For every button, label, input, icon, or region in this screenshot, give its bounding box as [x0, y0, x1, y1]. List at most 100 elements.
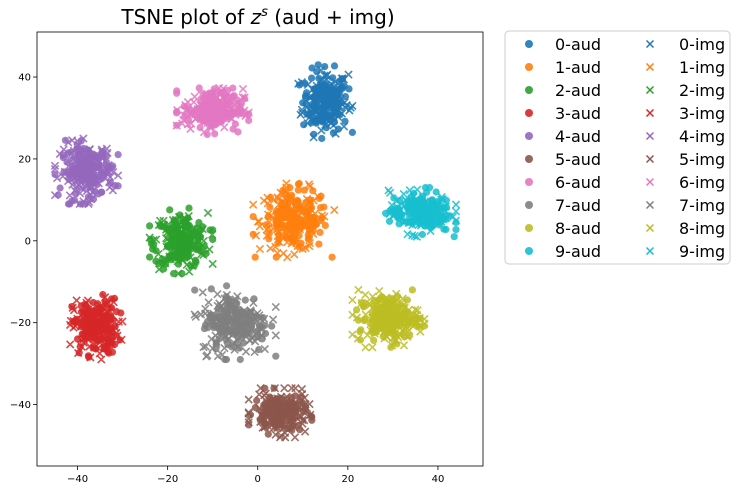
point-1-img	[330, 205, 339, 215]
point-4-img	[75, 148, 84, 157]
x-tick-label: 40	[432, 474, 445, 485]
point-2-aud	[146, 222, 154, 230]
point-5-img	[287, 384, 296, 393]
point-4-img	[92, 153, 101, 163]
point-6-aud	[200, 94, 208, 102]
point-1-img	[249, 200, 258, 209]
legend-marker-x	[645, 85, 655, 95]
point-6-img	[206, 124, 216, 133]
point-7-img	[243, 330, 252, 340]
point-8-aud	[389, 308, 397, 316]
point-0-img	[298, 108, 307, 117]
point-9-img	[451, 207, 461, 216]
point-6-img	[203, 115, 212, 125]
point-7-img	[236, 326, 245, 336]
point-7-img	[246, 336, 255, 345]
point-3-img	[71, 322, 80, 331]
point-0-aud	[308, 74, 316, 82]
point-7-aud	[207, 285, 215, 293]
legend-label: 9-aud	[555, 242, 601, 261]
point-6-aud	[195, 84, 203, 92]
point-8-aud	[408, 286, 416, 294]
legend-item-5-img: 5-img	[645, 150, 725, 169]
point-4-img	[58, 172, 67, 181]
point-8-aud	[408, 318, 416, 326]
legend-item-1-aud: 1-aud	[525, 58, 601, 77]
point-3-aud	[100, 345, 108, 353]
point-7-aud	[224, 341, 232, 349]
point-5-aud	[258, 411, 266, 419]
point-1-aud	[295, 179, 303, 188]
point-7-img	[201, 304, 210, 314]
legend-marker-x	[645, 39, 655, 49]
legend-marker-x	[645, 200, 655, 210]
cluster-9	[382, 184, 461, 241]
point-3-aud	[103, 300, 111, 308]
point-4-aud	[89, 172, 98, 180]
point-7-aud	[246, 316, 254, 324]
point-7-aud	[223, 282, 231, 290]
legend-label: 7-img	[679, 196, 725, 215]
point-9-aud	[422, 207, 431, 215]
point-1-aud	[265, 235, 273, 243]
point-7-aud	[240, 339, 248, 347]
point-5-img	[273, 404, 282, 414]
point-4-img	[97, 147, 106, 156]
point-8-img	[380, 334, 389, 343]
point-5-img	[278, 424, 288, 433]
point-2-aud	[176, 211, 184, 219]
point-9-aud	[452, 226, 460, 234]
point-0-aud	[302, 100, 310, 108]
point-9-aud	[452, 218, 460, 227]
legend-marker-x	[645, 223, 655, 233]
point-4-img	[76, 183, 85, 192]
point-8-aud	[387, 343, 395, 351]
point-9-aud	[450, 233, 458, 241]
legend-item-4-img: 4-img	[645, 127, 725, 146]
point-3-img	[73, 348, 83, 358]
point-0-img	[310, 104, 319, 113]
point-8-img	[385, 299, 395, 309]
point-8-img	[390, 316, 399, 325]
point-5-aud	[291, 414, 299, 422]
point-0-img	[297, 105, 307, 114]
point-5-aud	[268, 413, 276, 421]
point-8-img	[404, 305, 414, 315]
point-1-img	[287, 239, 296, 248]
legend-label: 5-aud	[555, 150, 601, 169]
point-0-aud	[348, 128, 356, 136]
legend-label: 4-img	[679, 127, 725, 146]
point-7-img	[271, 302, 280, 312]
point-7-img	[191, 312, 200, 321]
legend-marker-circle	[525, 247, 533, 255]
point-3-aud	[68, 303, 76, 311]
point-1-aud	[251, 253, 259, 261]
point-3-aud	[108, 348, 116, 356]
point-8-img	[420, 319, 429, 328]
legend-label: 3-aud	[555, 104, 601, 123]
point-8-aud	[393, 340, 401, 348]
point-0-aud	[313, 117, 321, 125]
point-2-img	[176, 241, 185, 251]
point-3-img	[103, 308, 112, 318]
point-1-img	[266, 244, 275, 253]
point-9-aud	[418, 195, 426, 203]
point-5-aud	[287, 394, 295, 402]
point-1-aud	[310, 214, 318, 222]
point-2-img	[161, 225, 171, 234]
point-0-img	[337, 74, 347, 83]
point-8-aud	[368, 316, 376, 324]
legend-item-3-aud: 3-aud	[525, 104, 601, 123]
point-7-aud	[255, 346, 263, 354]
point-2-aud	[187, 262, 195, 270]
point-2-aud	[152, 257, 160, 265]
legend-marker-x	[645, 154, 655, 164]
cluster-6	[172, 83, 253, 138]
point-2-img	[182, 218, 191, 227]
point-0-img	[333, 86, 342, 96]
point-1-aud	[321, 221, 329, 230]
point-6-img	[196, 100, 205, 110]
point-5-img	[291, 384, 300, 393]
point-7-img	[213, 290, 222, 299]
point-8-img	[398, 294, 407, 303]
